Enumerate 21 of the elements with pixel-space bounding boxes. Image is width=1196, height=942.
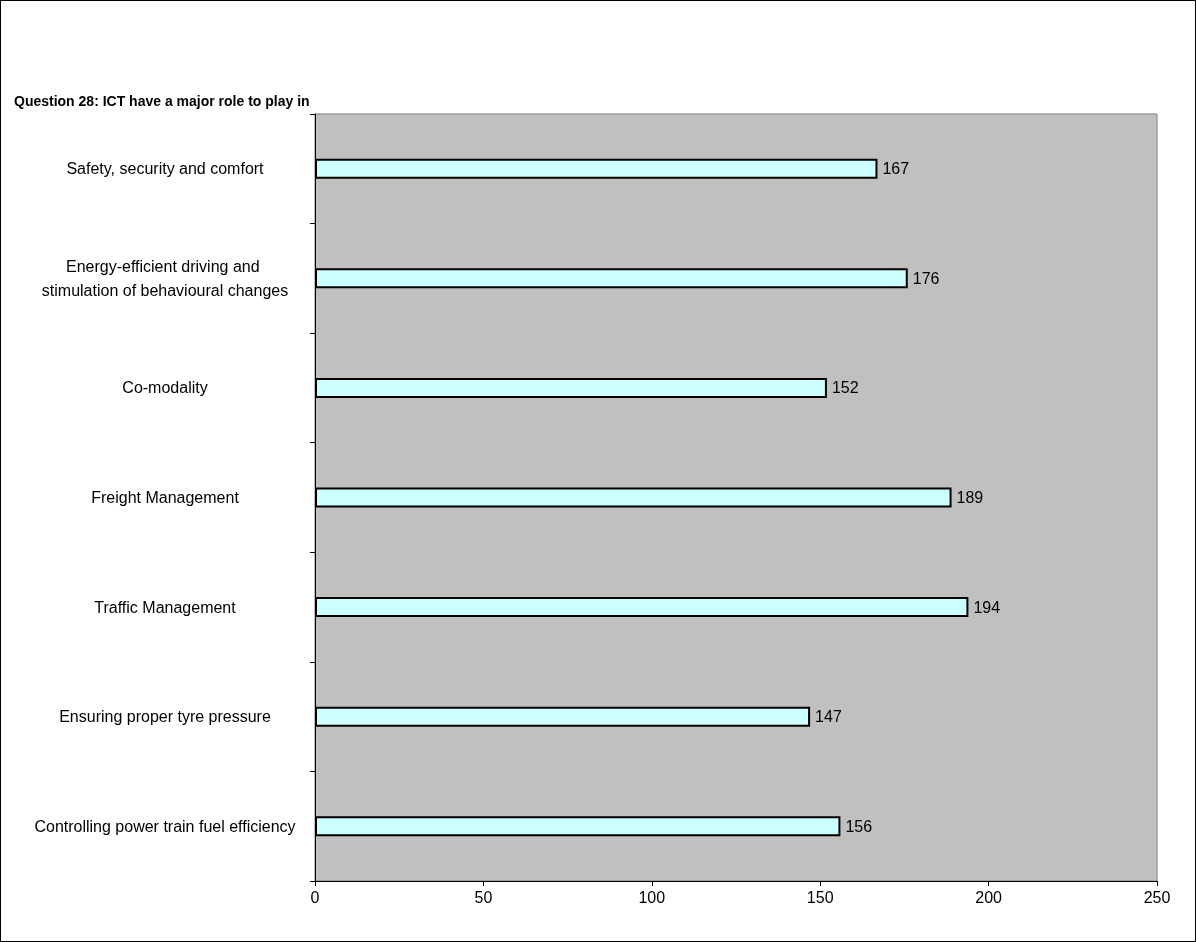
x-tick-label: 0 — [310, 888, 320, 906]
y-tick-label: Co-modality — [122, 379, 208, 397]
y-tick-label: Energy-efficient driving and stimulation of behavioural changes — [41, 257, 289, 299]
x-tick-label: 100 — [638, 888, 666, 906]
data-label: 147 — [815, 708, 842, 726]
y-tick-label: Ensuring proper tyre pressure — [59, 708, 271, 726]
x-tick-label: 250 — [1143, 888, 1171, 906]
data-label: 194 — [973, 598, 1001, 616]
x-tick-label: 150 — [806, 888, 834, 906]
data-label: 176 — [912, 269, 940, 287]
data-label: 167 — [882, 160, 910, 178]
data-label: 156 — [845, 817, 873, 835]
x-tick-label: 200 — [975, 888, 1003, 906]
y-tick-label: Freight Management — [91, 489, 240, 506]
y-tick-label: Safety, security and comfort — [66, 160, 265, 178]
text: Question 28: ICT have a major role to play in — [14, 93, 310, 109]
y-tick-label: Traffic Management — [94, 598, 237, 616]
y-tick-label: Controlling power train fuel efficiency — [34, 817, 296, 835]
data-label: 152 — [831, 379, 859, 397]
x-tick-label: 50 — [474, 888, 493, 906]
data-label: 189 — [956, 489, 984, 506]
